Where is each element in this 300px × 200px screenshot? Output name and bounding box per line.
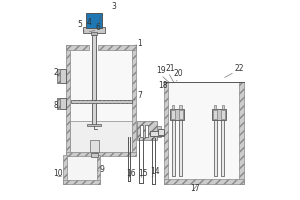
Bar [172,119,175,176]
Bar [239,82,244,184]
Bar [59,69,66,83]
Bar [221,110,225,119]
Bar [87,124,101,126]
Bar [98,13,99,28]
Text: 22: 22 [234,64,244,73]
Bar [71,100,132,103]
Text: 18: 18 [158,81,168,90]
Bar [83,27,105,33]
Bar [63,155,67,184]
Bar [171,110,175,119]
Bar [57,69,60,83]
Bar [87,13,88,28]
Bar [96,13,97,28]
Bar [86,13,102,28]
Bar [158,129,164,135]
Text: 1: 1 [137,39,142,48]
Bar [91,153,98,157]
Bar [179,119,182,176]
Bar [137,121,157,140]
Text: 2: 2 [53,68,58,77]
Bar [89,140,99,152]
Bar [221,119,224,176]
Bar [222,105,224,109]
Bar [213,110,217,119]
Bar [97,155,100,184]
Text: 17: 17 [190,184,200,193]
Text: 21: 21 [165,64,175,73]
Bar [70,121,132,152]
Bar [172,105,174,109]
Bar [168,82,239,179]
Bar [92,35,96,102]
Bar [57,98,60,109]
Bar [66,45,88,50]
Text: 14: 14 [151,167,160,176]
Bar [94,13,95,28]
Text: 4: 4 [87,18,92,27]
Bar [150,131,164,136]
Bar [92,13,93,28]
Text: 7: 7 [137,91,142,100]
Text: 10: 10 [53,169,63,178]
Bar [88,13,90,28]
Text: 19: 19 [156,66,166,75]
Text: 6: 6 [95,23,100,32]
Bar [179,105,182,109]
Text: 8: 8 [53,101,58,110]
Text: 16: 16 [126,169,136,178]
Bar [99,13,101,28]
Bar [92,100,96,125]
Bar [179,110,183,119]
Bar [66,152,136,156]
Bar [57,98,60,109]
Bar [67,155,97,180]
Text: 9: 9 [99,165,104,174]
Text: 15: 15 [138,169,147,178]
Text: 20: 20 [174,69,184,78]
Bar [66,45,70,156]
Bar [164,82,168,184]
Bar [212,109,226,120]
Bar [132,45,136,156]
Bar [90,13,92,28]
Text: 5: 5 [77,20,82,29]
Bar [63,180,100,184]
Bar [57,69,60,83]
Bar [137,126,161,137]
Bar [140,125,143,137]
Bar [145,125,148,137]
Bar [70,50,132,152]
Bar [164,179,244,184]
Bar [170,109,184,120]
Text: 3: 3 [111,2,116,11]
Bar [91,32,97,35]
Bar [59,98,66,109]
Bar [214,105,217,109]
Bar [214,119,217,176]
Bar [98,45,136,50]
